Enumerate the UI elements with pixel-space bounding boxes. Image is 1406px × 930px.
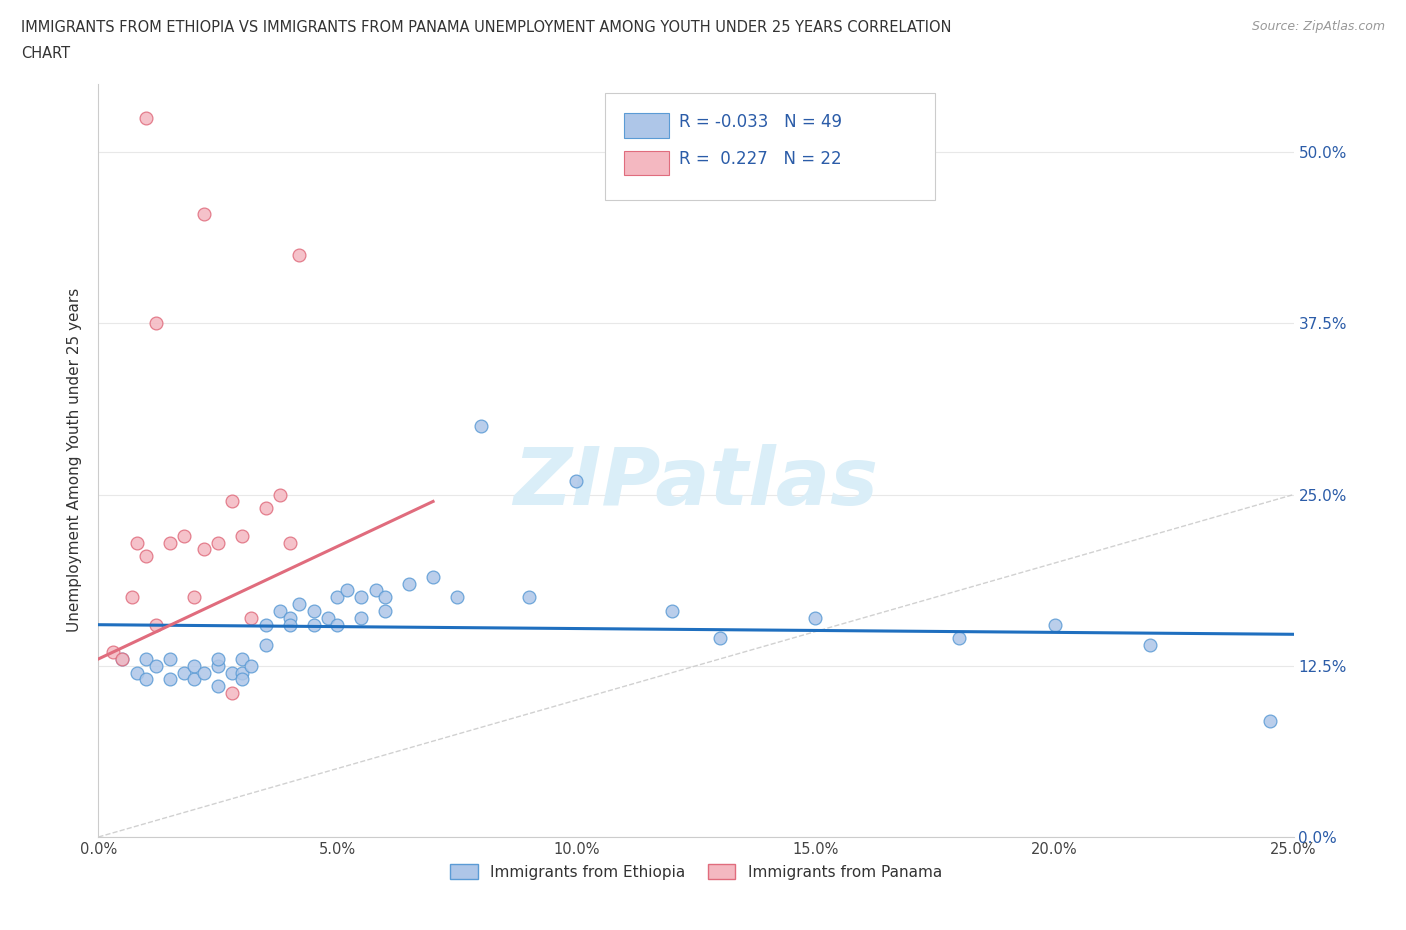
Point [207, 652, 229, 667]
Point [240, 658, 263, 673]
Point [207, 658, 229, 673]
Point [231, 665, 253, 680]
Point [1139, 638, 1161, 653]
Point [221, 665, 243, 680]
Point [221, 494, 243, 509]
Point [374, 604, 396, 618]
Point [269, 604, 291, 618]
Point [173, 528, 195, 543]
Point [207, 679, 229, 694]
Point [661, 604, 683, 618]
Point [326, 590, 349, 604]
Point [350, 590, 373, 604]
Point [254, 618, 277, 632]
Point [278, 535, 301, 550]
Point [278, 618, 301, 632]
Point [422, 569, 444, 584]
Point [145, 658, 167, 673]
Point [183, 672, 205, 687]
Point [517, 590, 540, 604]
Point [336, 583, 359, 598]
Point [326, 618, 349, 632]
Point [145, 618, 167, 632]
Point [173, 665, 195, 680]
Point [159, 672, 181, 687]
Point [193, 206, 215, 221]
Point [804, 610, 827, 625]
Point [135, 672, 157, 687]
Text: IMMIGRANTS FROM ETHIOPIA VS IMMIGRANTS FROM PANAMA UNEMPLOYMENT AMONG YOUTH UNDE: IMMIGRANTS FROM ETHIOPIA VS IMMIGRANTS F… [21, 20, 952, 35]
Point [709, 631, 731, 645]
Text: Source: ZipAtlas.com: Source: ZipAtlas.com [1251, 20, 1385, 33]
Point [135, 652, 157, 667]
Point [193, 542, 215, 557]
Point [470, 418, 492, 433]
Point [288, 597, 311, 612]
Point [240, 610, 263, 625]
Point [254, 501, 277, 516]
Point [207, 535, 229, 550]
Point [221, 685, 243, 700]
Point [278, 610, 301, 625]
Point [288, 247, 311, 262]
Point [121, 590, 143, 604]
Point [269, 487, 291, 502]
Point [111, 652, 134, 667]
Point [183, 658, 205, 673]
Point [159, 535, 181, 550]
Point [316, 610, 339, 625]
Point [364, 583, 387, 598]
Point [125, 665, 148, 680]
Point [948, 631, 970, 645]
Text: CHART: CHART [21, 46, 70, 61]
Point [159, 652, 181, 667]
Point [446, 590, 468, 604]
Point [135, 549, 157, 564]
Y-axis label: Unemployment Among Youth under 25 years: Unemployment Among Youth under 25 years [67, 288, 83, 632]
Point [183, 590, 205, 604]
Point [231, 528, 253, 543]
Point [135, 111, 157, 126]
Point [1258, 713, 1281, 728]
Point [145, 316, 167, 331]
Point [125, 535, 148, 550]
Text: ZIPatlas: ZIPatlas [513, 444, 879, 522]
Point [302, 618, 325, 632]
Point [111, 652, 134, 667]
Point [398, 577, 420, 591]
Point [231, 672, 253, 687]
Point [1043, 618, 1066, 632]
Point [101, 644, 124, 659]
Point [374, 590, 396, 604]
Point [302, 604, 325, 618]
Point [254, 638, 277, 653]
Text: R = -0.033   N = 49: R = -0.033 N = 49 [679, 113, 842, 131]
Legend: Immigrants from Ethiopia, Immigrants from Panama: Immigrants from Ethiopia, Immigrants fro… [444, 858, 948, 886]
Text: R =  0.227   N = 22: R = 0.227 N = 22 [679, 150, 842, 168]
Point [193, 665, 215, 680]
Point [350, 610, 373, 625]
Point [231, 652, 253, 667]
Point [565, 473, 588, 488]
